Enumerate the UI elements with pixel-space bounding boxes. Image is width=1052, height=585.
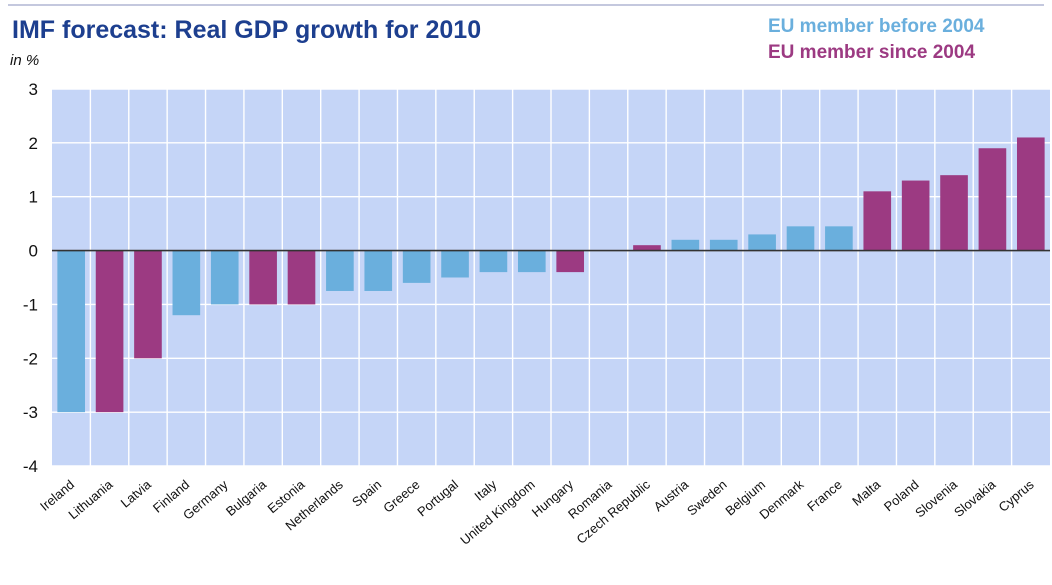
bar: [57, 250, 86, 413]
top-divider: [8, 4, 1044, 6]
y-tick-label: 1: [29, 188, 38, 207]
x-tick-label: Malta: [849, 476, 884, 508]
y-axis-unit: in %: [10, 52, 40, 69]
y-tick-label: -1: [23, 295, 38, 314]
bar: [95, 250, 124, 413]
bar: [326, 250, 354, 291]
x-tick-label: France: [804, 477, 845, 515]
bar: [479, 250, 508, 273]
bar: [671, 239, 700, 251]
x-tick-label: Slovenia: [912, 476, 960, 520]
bar: [786, 226, 815, 251]
y-tick-label: 0: [29, 242, 38, 261]
x-tick-label: Latvia: [118, 476, 155, 510]
bar: [748, 234, 776, 251]
x-tick-label: Slovakia: [951, 476, 999, 520]
bar: [901, 180, 930, 251]
x-tick-label: Cyprus: [996, 476, 1038, 514]
x-tick-label: Denmark: [756, 476, 806, 522]
bar: [978, 148, 1007, 251]
bar: [210, 250, 239, 305]
bar: [709, 239, 738, 251]
y-tick-label: 3: [29, 80, 38, 99]
x-tick-label: Lithuania: [65, 476, 116, 522]
legend: EU member before 2004 EU member since 20…: [768, 14, 985, 66]
bar: [364, 250, 393, 291]
x-tick-label: Italy: [471, 476, 499, 503]
y-tick-label: 2: [29, 134, 38, 153]
legend-item-before-2004: EU member before 2004: [768, 16, 985, 37]
bar: [633, 245, 661, 251]
y-tick-label: -4: [23, 457, 38, 476]
chart-title: IMF forecast: Real GDP growth for 2010: [12, 16, 482, 44]
x-tick-label: Portugal: [414, 477, 461, 520]
bar: [517, 250, 546, 273]
bar: [940, 175, 968, 251]
y-tick-label: -2: [23, 349, 38, 368]
x-tick-label: Spain: [349, 477, 384, 510]
bar: [249, 250, 277, 305]
bar: [172, 250, 201, 316]
legend-item-since-2004: EU member since 2004: [768, 42, 976, 63]
x-tick-label: Bulgaria: [223, 476, 270, 519]
bar: [441, 250, 469, 278]
bar: [287, 250, 316, 305]
bar: [402, 250, 431, 283]
y-tick-label: -3: [23, 403, 38, 422]
bar: [825, 226, 853, 251]
bar: [1016, 137, 1045, 251]
bar: [134, 250, 162, 359]
x-tick-label: Sweden: [684, 477, 730, 519]
bar: [863, 191, 892, 251]
bar: [556, 250, 585, 273]
